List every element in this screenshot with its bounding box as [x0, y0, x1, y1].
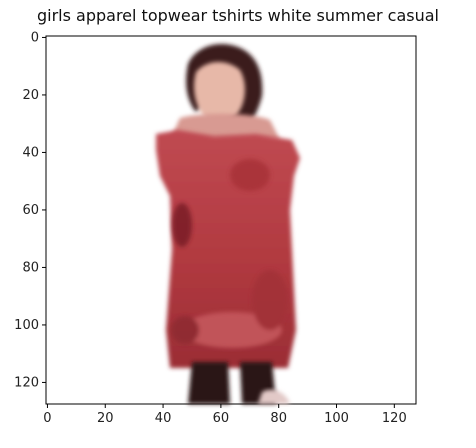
dress-shading	[171, 159, 288, 348]
y-tick-label: 0	[31, 30, 39, 45]
y-tick-label: 100	[14, 318, 39, 333]
legs	[188, 362, 276, 404]
shoe	[258, 389, 290, 404]
y-tick-label: 120	[14, 375, 39, 390]
y-tick-label: 20	[22, 88, 39, 103]
face	[194, 61, 245, 122]
x-tick-label: 120	[382, 411, 407, 426]
x-axis-ticks: 0 20 40 60 80 100 120	[43, 404, 407, 426]
y-axis-ticks: 0 20 40 60 80 100 120	[14, 30, 46, 390]
y-tick-label: 60	[22, 203, 39, 218]
x-tick-label: 60	[213, 411, 230, 426]
figure-title: girls apparel topwear tshirts white summ…	[36, 6, 439, 25]
y-tick-label: 80	[22, 260, 39, 275]
x-tick-label: 100	[324, 411, 349, 426]
x-tick-label: 40	[155, 411, 172, 426]
x-tick-label: 0	[43, 411, 51, 426]
photo-content	[156, 44, 300, 404]
y-tick-label: 40	[22, 145, 39, 160]
x-tick-label: 20	[97, 411, 114, 426]
x-tick-label: 80	[270, 411, 287, 426]
